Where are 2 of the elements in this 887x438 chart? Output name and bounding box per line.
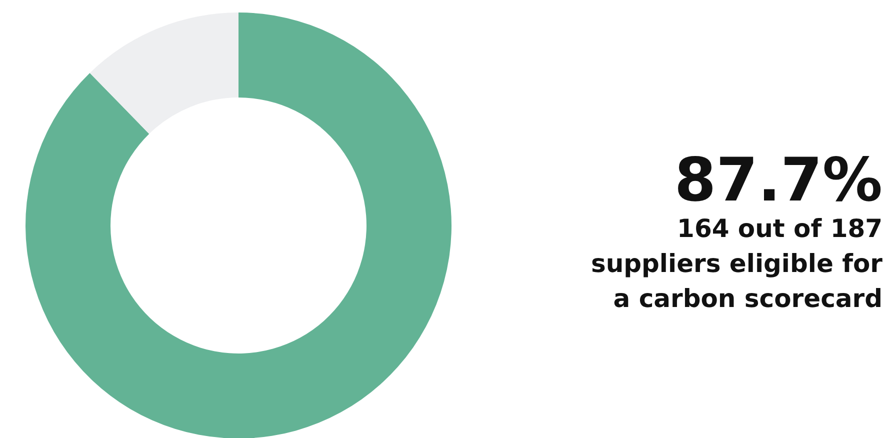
text: 164 out of 187 suppliers eligible for a carbon scorecard: [590, 214, 884, 313]
text: 87.7%: [674, 146, 882, 216]
